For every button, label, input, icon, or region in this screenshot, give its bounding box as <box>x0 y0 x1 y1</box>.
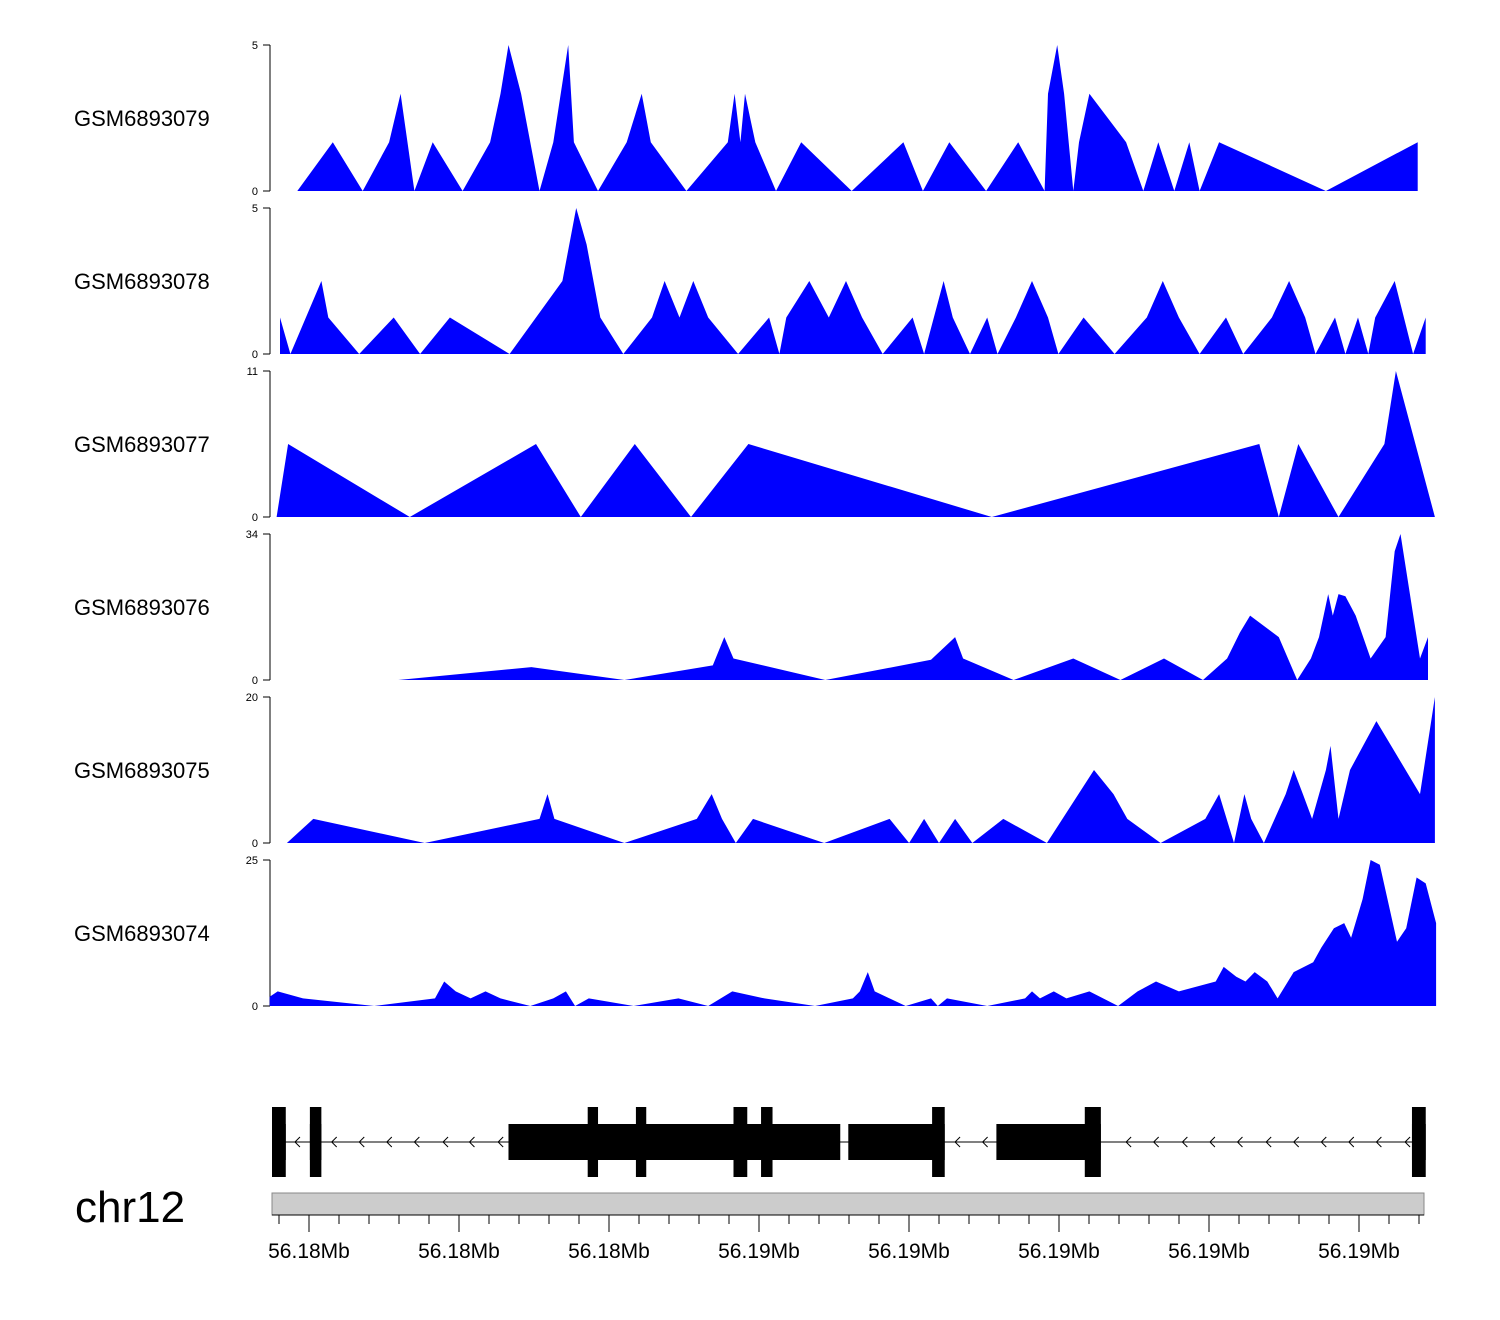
coverage-area <box>286 697 1435 843</box>
strand-arrow <box>386 1136 393 1148</box>
y-tick-label-max: 11 <box>247 366 258 378</box>
strand-arrow <box>358 1136 365 1148</box>
coordinate-axis: 56.18Mb 56.18Mb 56.18Mb 56.19Mb 56.19Mb 56.19… <box>268 1192 1425 1263</box>
exon-block <box>508 1124 841 1160</box>
track-GSM6893079: GSM6893079 5 0 <box>74 40 1418 198</box>
track-GSM6893076: GSM6893076 34 0 <box>74 529 1428 687</box>
strand-arrow <box>1265 1136 1272 1148</box>
y-tick-label-max: 25 <box>246 855 258 867</box>
strand-arrow <box>294 1136 301 1148</box>
y-tick-label-min: 0 <box>252 512 258 524</box>
gene-model <box>272 1107 1426 1177</box>
track-GSM6893078: GSM6893078 5 0 <box>74 203 1426 361</box>
exon-tall <box>635 1107 647 1177</box>
exon-tall <box>761 1107 773 1177</box>
coverage-area <box>297 45 1418 191</box>
exon-tall <box>733 1107 748 1177</box>
exon-tall <box>932 1107 945 1177</box>
strand-arrow <box>1236 1136 1243 1148</box>
strand-arrow <box>1375 1136 1382 1148</box>
exon-tall <box>1084 1107 1101 1177</box>
strand-arrow <box>497 1136 504 1148</box>
coverage-area <box>269 860 1437 1006</box>
track-GSM6893075: GSM6893075 20 0 <box>74 692 1435 850</box>
strand-arrow <box>954 1136 961 1148</box>
coverage-area <box>276 371 1435 517</box>
strand-arrow <box>1152 1136 1160 1148</box>
track-label: GSM6893079 <box>74 106 210 131</box>
strand-arrow <box>1348 1136 1355 1148</box>
strand-arrow <box>442 1136 449 1148</box>
coverage-area <box>398 534 1428 680</box>
track-label: GSM6893078 <box>74 269 210 294</box>
coord-tick-label: 56.18Mb <box>418 1240 500 1263</box>
track-label: GSM6893075 <box>74 758 210 783</box>
track-GSM6893074: GSM6893074 25 0 <box>74 855 1437 1013</box>
coord-tick-label: 56.19Mb <box>718 1240 800 1263</box>
y-tick-label-min: 0 <box>252 1001 258 1013</box>
strand-arrow <box>330 1136 338 1148</box>
track-label: GSM6893076 <box>74 595 210 620</box>
track-label: GSM6893074 <box>74 921 210 946</box>
strand-arrow <box>981 1136 988 1148</box>
track-GSM6893077: GSM6893077 11 0 <box>74 366 1435 524</box>
coord-tick-label: 56.19Mb <box>1168 1240 1250 1263</box>
coord-tick-label: 56.18Mb <box>568 1240 650 1263</box>
exon-block <box>848 1124 944 1160</box>
y-tick-label-max: 5 <box>252 40 258 52</box>
strand-arrow <box>413 1136 420 1148</box>
strand-arrow <box>1209 1136 1216 1148</box>
coord-tick-label: 56.18Mb <box>268 1240 350 1263</box>
exon-tall <box>309 1107 322 1177</box>
y-tick-label-min: 0 <box>252 838 258 850</box>
exon-tall <box>272 1107 286 1177</box>
chromosome-band <box>271 1192 1425 1216</box>
y-tick-label-max: 34 <box>246 529 258 541</box>
y-tick-label-min: 0 <box>252 675 258 687</box>
track-label: GSM6893077 <box>74 432 210 457</box>
coverage-area <box>280 208 1426 354</box>
y-tick-label-min: 0 <box>252 349 258 361</box>
strand-arrow <box>1181 1136 1188 1148</box>
chromosome-label: chr12 <box>75 1183 185 1232</box>
strand-arrow <box>1404 1136 1411 1148</box>
exon-block <box>996 1124 1092 1160</box>
coord-tick-label: 56.19Mb <box>1318 1240 1400 1263</box>
coord-tick-label: 56.19Mb <box>1018 1240 1100 1263</box>
strand-arrow <box>1320 1136 1327 1148</box>
strand-arrow <box>1125 1136 1132 1148</box>
y-tick-label-min: 0 <box>252 186 258 198</box>
y-tick-label-max: 20 <box>246 692 258 704</box>
coord-tick-label: 56.19Mb <box>868 1240 950 1263</box>
exon-tall <box>1411 1107 1426 1177</box>
strand-arrow <box>468 1136 475 1148</box>
strand-arrow <box>1293 1136 1300 1148</box>
exon-tall <box>587 1107 599 1177</box>
y-tick-label-max: 5 <box>252 203 258 215</box>
